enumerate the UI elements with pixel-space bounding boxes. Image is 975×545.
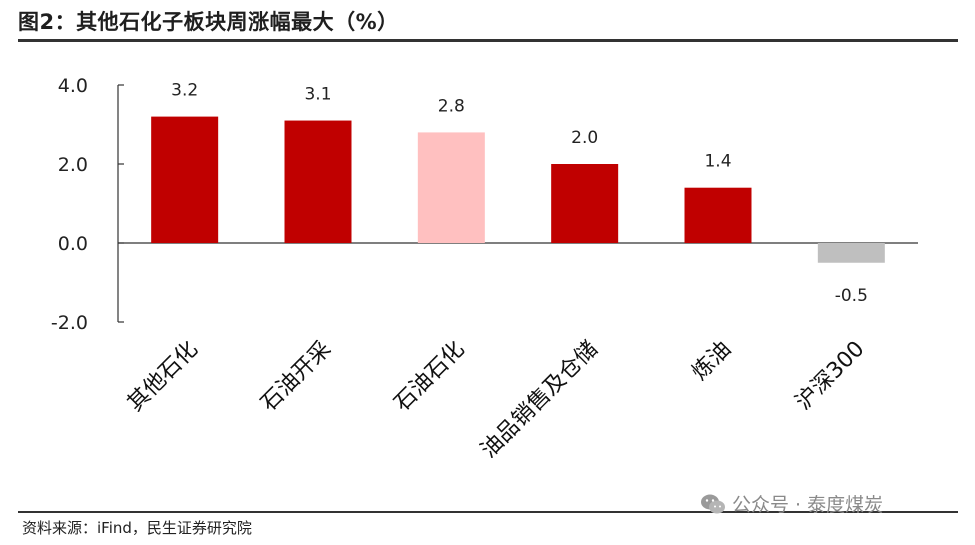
bar — [284, 120, 352, 243]
bar — [151, 116, 219, 243]
bar — [417, 132, 485, 243]
bar — [684, 187, 752, 243]
y-tick-label: 0.0 — [58, 233, 88, 255]
data-label: 2.0 — [571, 128, 598, 148]
bar — [551, 164, 619, 243]
data-label: 2.8 — [438, 96, 465, 116]
x-tick-label: 沪深300 — [791, 337, 869, 415]
x-tick-label: 石油开采 — [256, 337, 336, 417]
data-label: -0.5 — [835, 286, 868, 306]
data-label: 1.4 — [704, 152, 731, 172]
watermark: 公众号 · 泰度煤炭 — [700, 490, 883, 517]
source-note: 资料来源：iFind，民生证券研究院 — [22, 519, 252, 537]
x-tick-label: 油品销售及仓储 — [476, 337, 603, 464]
data-label: 3.1 — [304, 85, 331, 105]
footer-rule — [18, 511, 958, 513]
title-rule — [18, 39, 958, 42]
data-label: 3.2 — [171, 81, 198, 101]
x-tick-label: 石油石化 — [390, 337, 470, 417]
x-tick-label: 炼油 — [687, 337, 736, 386]
y-tick-label: 2.0 — [58, 154, 88, 176]
chart-title: 图2：其他石化子板块周涨幅最大（%） — [18, 10, 399, 34]
y-tick-label: 4.0 — [58, 75, 88, 97]
watermark-text: 公众号 · 泰度煤炭 — [732, 494, 884, 516]
bar — [817, 243, 885, 263]
x-tick-label: 其他石化 — [123, 337, 203, 417]
y-tick-label: -2.0 — [51, 312, 88, 334]
wechat-icon — [701, 494, 725, 513]
